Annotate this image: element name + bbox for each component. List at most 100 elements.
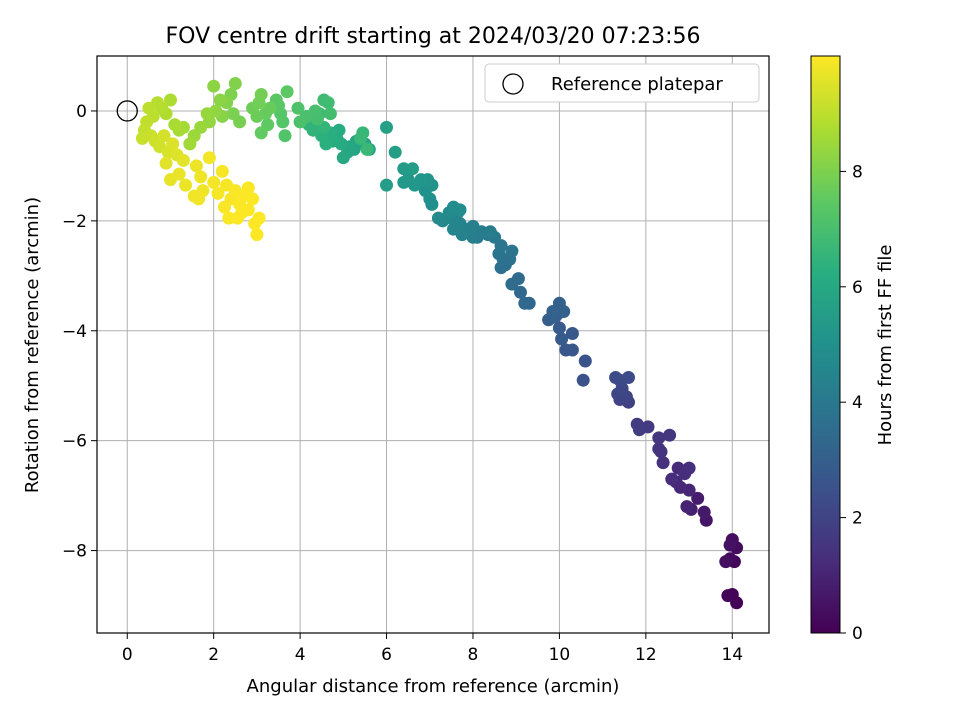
scatter-point <box>189 159 203 173</box>
scatter-point <box>380 178 393 192</box>
scatter-point <box>179 178 193 192</box>
scatter-point <box>397 175 411 189</box>
scatter-point <box>609 371 623 384</box>
scatter-point <box>505 277 519 291</box>
scatter-point <box>321 96 335 110</box>
y-axis-ticks: −8 −6 −4 −2 0 <box>62 102 97 562</box>
colorbar-tick-label: 8 <box>852 162 863 182</box>
scatter-point <box>354 131 368 145</box>
scatter-point <box>218 200 231 214</box>
scatter-point <box>578 354 592 368</box>
plot-frame <box>96 55 770 634</box>
scatter-point <box>194 170 208 184</box>
scatter-point <box>207 175 221 189</box>
scatter-point <box>246 192 260 206</box>
scatter-point <box>406 162 419 176</box>
colorbar-tick-label: 0 <box>852 624 863 644</box>
colorbar-label: Hours from first FF file <box>875 245 896 446</box>
scatter-point <box>514 285 527 299</box>
scatter-point <box>293 115 307 129</box>
scatter-point <box>447 222 460 236</box>
scatter-point <box>622 371 635 384</box>
scatter-point <box>226 107 240 121</box>
x-tick-label: 8 <box>468 645 479 665</box>
scatter-point <box>691 491 705 505</box>
scatter-point <box>680 500 694 514</box>
scatter-point <box>172 167 186 181</box>
scatter-point <box>250 228 264 242</box>
legend-marker <box>502 73 524 95</box>
scatter-point <box>453 203 467 217</box>
scatter-point <box>183 137 197 151</box>
colorbar-tick-label: 2 <box>852 509 863 529</box>
scatter-point <box>632 423 646 437</box>
x-tick-label: 4 <box>295 645 306 665</box>
colorbar: 0 2 4 6 8 Hours from first FF file <box>810 55 896 644</box>
scatter-point <box>254 126 268 140</box>
reference-marker <box>116 100 138 122</box>
y-axis-label: Rotation from reference (arcmin) <box>22 197 43 493</box>
scatter-point <box>263 101 277 115</box>
legend-box <box>484 63 760 103</box>
scatter-point <box>176 153 190 167</box>
scatter-point <box>652 442 666 456</box>
colorbar-tick-label: 6 <box>852 278 863 298</box>
scatter-point <box>278 129 292 143</box>
scatter-point <box>192 192 206 206</box>
scatter-point <box>697 505 711 519</box>
scatter-point <box>682 461 696 475</box>
scatter-point <box>254 88 268 101</box>
scatter-point <box>336 151 350 165</box>
scatter-point <box>157 129 171 143</box>
x-tick-label: 2 <box>208 645 219 665</box>
x-axis-ticks: 0 2 4 6 8 10 12 14 <box>122 633 743 665</box>
scatter-point <box>202 151 216 165</box>
y-tick-label: −8 <box>62 542 87 562</box>
scatter-point <box>565 327 579 340</box>
scatter-point <box>235 206 249 220</box>
scatter-point <box>360 142 374 156</box>
x-tick-label: 6 <box>381 645 392 665</box>
scatter-point <box>518 296 532 310</box>
scatter-point <box>546 305 560 318</box>
grid-lines <box>97 56 769 633</box>
x-tick-label: 10 <box>549 645 571 665</box>
scatter-point <box>652 431 666 445</box>
reference-platepar-marker <box>116 100 138 122</box>
scatter-point <box>663 428 677 442</box>
y-tick-label: −6 <box>62 432 87 452</box>
scatter-point <box>555 332 569 346</box>
scatter-point <box>291 101 305 115</box>
scatter-point <box>552 321 566 335</box>
scatter-point <box>483 225 497 239</box>
x-tick-label: 12 <box>635 645 657 665</box>
scatter-point <box>380 120 393 134</box>
scatter-point <box>168 118 182 132</box>
scatter-point <box>215 164 229 178</box>
scatter-point <box>252 211 266 225</box>
scatter-point <box>241 181 255 195</box>
y-tick-label: −4 <box>62 322 87 342</box>
data-points <box>135 77 744 610</box>
legend-label: Reference platepar <box>551 74 723 95</box>
scatter-point <box>559 343 573 357</box>
scatter-point <box>280 85 294 99</box>
chart-title: FOV centre drift starting at 2024/03/20 … <box>166 24 701 49</box>
scatter-point <box>211 186 225 200</box>
scatter-point <box>166 137 180 151</box>
colorbar-gradient <box>810 55 841 634</box>
y-tick-label: 0 <box>76 102 87 122</box>
scatter-point <box>228 77 242 90</box>
scatter-point <box>207 79 221 93</box>
x-tick-label: 0 <box>122 645 133 665</box>
scatter-point <box>388 145 402 159</box>
y-tick-label: −2 <box>62 212 87 232</box>
scatter-point <box>164 93 177 107</box>
scatter-point <box>665 472 679 486</box>
scatter-point <box>719 555 733 569</box>
scatter-point <box>656 456 670 470</box>
colorbar-ticks: 0 2 4 6 8 <box>840 162 863 644</box>
scatter-point <box>200 107 214 121</box>
scatter-point <box>142 101 156 115</box>
